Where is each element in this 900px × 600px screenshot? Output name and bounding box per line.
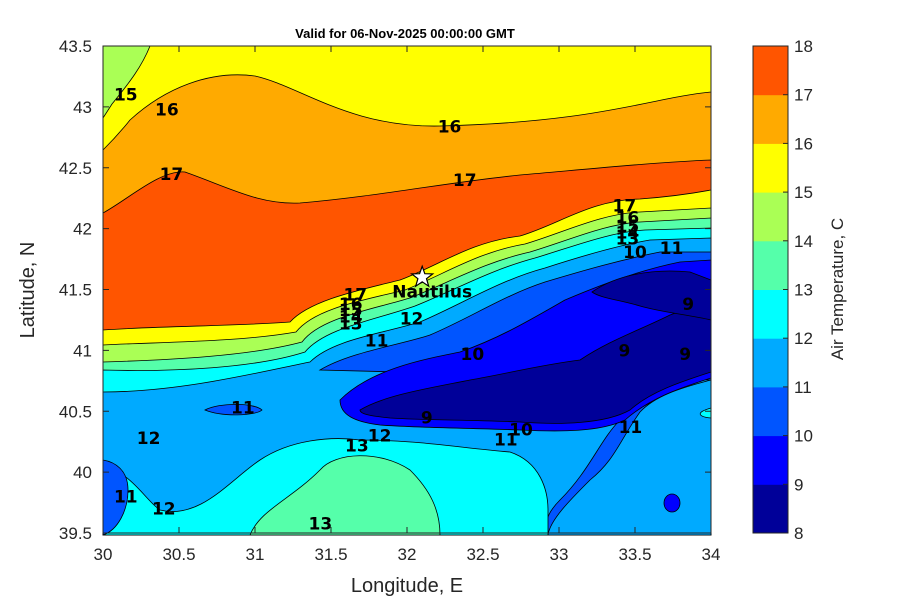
colorbar-swatch	[753, 192, 788, 242]
contour-label: 14	[339, 307, 363, 327]
colorbar-tick-label: 14	[794, 232, 813, 251]
contour-label: 15	[339, 301, 363, 321]
colorbar-swatch	[753, 46, 788, 96]
y-tick-label: 40.5	[59, 402, 92, 421]
contour-label: 10	[509, 421, 533, 441]
contour-label: 11	[231, 399, 255, 419]
y-tick-label: 42	[73, 220, 92, 239]
colorbar-swatch	[753, 240, 788, 290]
x-tick-label: 33.5	[618, 545, 651, 564]
colorbar-swatch	[753, 338, 788, 388]
contour-label: 16	[438, 117, 462, 137]
star-icon	[410, 264, 435, 288]
contour-label: 13	[345, 436, 369, 456]
contour-label: 13	[309, 514, 333, 534]
colorbar-label: Air Temperature, C	[828, 218, 847, 360]
band-15-16	[102, 45, 712, 151]
x-tick-label: 32.5	[466, 545, 499, 564]
y-tick-label: 41.5	[59, 281, 92, 300]
contour-label: 16	[339, 295, 363, 315]
x-tick-label: 31.5	[314, 545, 347, 564]
contour-label: 9	[679, 345, 691, 365]
band-10-11-sw	[102, 459, 129, 536]
band-8-9	[359, 299, 712, 424]
colorbar-tick-label: 16	[794, 134, 813, 153]
contour-label: 12	[152, 500, 176, 520]
map-title: Valid for 06-Nov-2025 00:00:00 GMT	[295, 26, 515, 41]
contour-label: 12	[137, 429, 161, 449]
y-tick-label: 39.5	[59, 524, 92, 543]
band-8-9-spot	[663, 493, 681, 513]
y-tick-label: 42.5	[59, 159, 92, 178]
colorbar-tick-label: 18	[794, 37, 813, 56]
colorbar-tick-label: 8	[794, 524, 803, 543]
band-14-15-nw	[102, 45, 151, 120]
contour-label: 11	[494, 430, 518, 450]
contour-label: 12	[368, 427, 392, 447]
contour-label: 11	[365, 332, 389, 352]
colorbar-swatch	[753, 94, 788, 144]
y-tick-label: 43	[73, 98, 92, 117]
x-tick-label: 33	[550, 545, 569, 564]
contour-label: 14	[616, 223, 640, 243]
contour-label: 11	[114, 487, 138, 507]
x-tick-label: 30.5	[162, 545, 195, 564]
colorbar-swatch	[753, 289, 788, 339]
contour-label: 10	[461, 345, 485, 365]
y-tick-label: 40	[73, 463, 92, 482]
nautilus-marker[interactable]: Nautilus	[392, 264, 472, 302]
band-8-9-ne	[591, 270, 712, 321]
contour-label: 17	[343, 285, 367, 305]
x-axis-ticks: 30 30.5 31 31.5 32 32.5 33 33.5 34	[94, 46, 721, 564]
contour-label: 11	[619, 418, 643, 438]
colorbar: 18 17 16 15 14 13 12 11 10 9 8	[752, 37, 813, 543]
colorbar-swatch	[753, 143, 788, 193]
y-tick-label: 43.5	[59, 37, 92, 56]
colorbar-tick-label: 17	[794, 86, 813, 105]
x-tick-label: 32	[398, 545, 417, 564]
contour-label: 9	[618, 341, 630, 361]
contour-label: 15	[616, 217, 640, 237]
contour-label: 12	[400, 310, 424, 330]
colorbar-swatch	[753, 435, 788, 485]
x-tick-label: 31	[246, 545, 265, 564]
colorbar-tick-label: 10	[794, 427, 813, 446]
colorbar-tick-label: 12	[794, 329, 813, 348]
contour-label: 17	[613, 196, 637, 216]
y-axis-label: Latitude, N	[17, 242, 39, 339]
contour-label: 16	[616, 209, 640, 229]
map-area	[102, 45, 712, 536]
colorbar-swatch	[753, 484, 788, 534]
contour-label: 9	[421, 408, 433, 428]
band-13-14-south	[249, 455, 441, 536]
colorbar-tick-label: 11	[794, 378, 812, 397]
contour-label: 10	[623, 243, 647, 263]
contour-label: 16	[155, 100, 179, 120]
x-axis-label: Longitude, E	[351, 575, 463, 597]
contour-label: 13	[339, 315, 363, 335]
band-10-11-island	[204, 403, 263, 416]
contour-label: 13	[616, 229, 640, 249]
marker-label: Nautilus	[392, 282, 472, 302]
contour-label: 17	[453, 171, 477, 191]
colorbar-tick-label: 9	[794, 475, 803, 494]
contour-label: 15	[114, 86, 138, 106]
x-tick-label: 30	[94, 545, 113, 564]
contour-label: 11	[660, 239, 684, 259]
contour-label: 17	[160, 165, 184, 185]
colorbar-tick-label: 15	[794, 183, 813, 202]
y-tick-label: 41	[73, 341, 92, 360]
y-axis-ticks: 43.5 43 42.5 42 41.5 41 40.5 40 39.5	[59, 37, 711, 543]
contour-label: 9	[682, 295, 694, 315]
colorbar-tick-label: 13	[794, 281, 813, 300]
colorbar-swatch	[753, 386, 788, 437]
x-tick-label: 34	[702, 545, 721, 564]
